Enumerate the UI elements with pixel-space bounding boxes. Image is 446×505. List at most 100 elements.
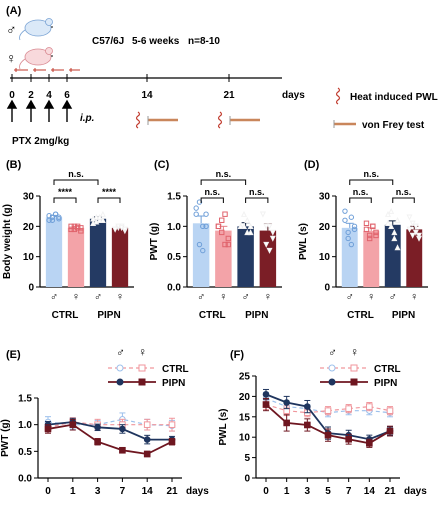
data-point — [56, 214, 62, 220]
y-tick-label: 20 — [239, 392, 251, 403]
data-point — [143, 421, 151, 428]
data-point — [262, 391, 270, 398]
data-point — [345, 235, 351, 242]
data-point — [304, 421, 311, 429]
legend-ctrl-female-marker — [138, 364, 146, 372]
panel-a: (A) ♂ ♀ C57/6J 5-6 weeks n=8-10 — [6, 5, 438, 147]
x-tick-label: 1 — [70, 486, 76, 497]
data-point — [388, 207, 395, 214]
bar — [89, 218, 107, 287]
sig-bracket-top — [53, 179, 99, 185]
data-point — [119, 425, 126, 433]
panel-d-label: (D) — [304, 159, 320, 171]
legend-pipn-label: PIPN — [374, 378, 397, 389]
data-point — [366, 235, 373, 242]
y-tick-label: 30 — [319, 192, 331, 203]
data-point — [96, 213, 103, 220]
bar — [341, 227, 358, 287]
y-axis-title: Body weight (g) — [2, 204, 13, 279]
data-point — [196, 241, 203, 248]
sex-label: ♀ — [72, 291, 80, 303]
bar — [67, 227, 85, 287]
sig-label-right: **** — [102, 187, 117, 197]
data-point — [244, 216, 251, 223]
y-tick-label: 0.0 — [167, 283, 181, 294]
data-point — [366, 440, 373, 447]
bar — [259, 230, 277, 287]
sex-label: ♂ — [197, 291, 205, 303]
legend-female-symbol: ♀ — [350, 345, 359, 359]
legend-ctrl-label: CTRL — [374, 364, 401, 375]
data-point — [143, 436, 151, 443]
y-tick-label: 1.5 — [167, 192, 181, 203]
data-point — [373, 232, 379, 239]
data-point — [304, 403, 311, 410]
data-point — [366, 403, 373, 410]
data-point — [94, 438, 101, 446]
timeline-ticks — [11, 74, 230, 82]
day-tick-6: 6 — [64, 90, 70, 101]
data-point — [386, 407, 394, 414]
data-point — [94, 424, 101, 431]
day-tick-4: 4 — [46, 90, 52, 101]
data-point — [394, 244, 401, 251]
injection-arrows — [6, 99, 73, 122]
sig-bracket-right — [97, 197, 121, 203]
day-tick-0: 0 — [9, 90, 15, 101]
data-point — [345, 435, 352, 443]
sex-label: ♀ — [264, 291, 272, 303]
data-point — [269, 235, 276, 242]
data-point — [68, 226, 74, 233]
y-tick-label: 10 — [23, 252, 35, 263]
x-tick-label: 3 — [95, 486, 101, 497]
bar — [406, 229, 423, 287]
female-symbol: ♀ — [6, 50, 17, 66]
x-tick-label: 14 — [364, 486, 376, 497]
data-point — [259, 211, 266, 218]
male-symbol: ♂ — [6, 21, 17, 37]
data-point — [78, 228, 84, 234]
y-tick-label: 0 — [244, 474, 250, 485]
data-point — [99, 216, 106, 223]
bar — [215, 230, 232, 287]
data-point — [69, 421, 77, 428]
x-tick-label: 21 — [384, 486, 396, 497]
y-tick-label: 10 — [239, 433, 251, 444]
data-point — [384, 210, 391, 217]
x-tick-label: 7 — [120, 486, 126, 497]
data-point — [52, 211, 59, 217]
y-tick-label: 0.5 — [167, 252, 181, 263]
legend-ctrl-female-marker — [350, 364, 358, 372]
data-point — [237, 223, 244, 230]
data-point — [112, 226, 119, 233]
x-axis-title: days — [186, 486, 209, 497]
bar — [192, 223, 210, 287]
route-label: i.p. — [80, 113, 94, 124]
y-tick-label: 0.5 — [18, 447, 32, 458]
x-tick-label: 14 — [142, 486, 154, 497]
data-point — [44, 425, 52, 433]
sig-bracket-left — [53, 197, 77, 203]
drug-label: PTX 2mg/kg — [12, 136, 69, 147]
data-point — [168, 438, 176, 446]
x-tick-label: 0 — [263, 486, 269, 497]
legend-pipn-male-marker — [116, 378, 124, 386]
panel-e-chart: 0.0 0.5 1.0 1.5 0 1 3 7 14 21 days PWT (g) ♂ ♀ CTRL PIP… — [0, 345, 209, 497]
data-point — [203, 211, 209, 217]
data-point — [74, 223, 81, 230]
sig-label-left: n.s. — [353, 187, 369, 197]
data-point — [388, 223, 395, 230]
x-tick-label: 21 — [166, 486, 178, 497]
x-axis-title: days — [404, 486, 427, 497]
sex-label: ♂ — [389, 291, 397, 303]
data-point — [342, 217, 348, 223]
panel-f-chart: 0 5 10 15 20 25 0 1 3 5 7 14 21 days PWL (s) ♂ ♀ CTRL PIPN — [218, 345, 427, 497]
panel-b-label: (B) — [6, 159, 22, 171]
y-tick-label: 20 — [319, 222, 331, 233]
y-tick-label: 0 — [28, 283, 34, 294]
sig-label-top: n.s. — [216, 169, 232, 179]
legend-vonfrey: von Frey test — [333, 120, 425, 131]
y-tick-label: 25 — [239, 372, 251, 383]
legend-male-symbol: ♂ — [328, 345, 337, 359]
